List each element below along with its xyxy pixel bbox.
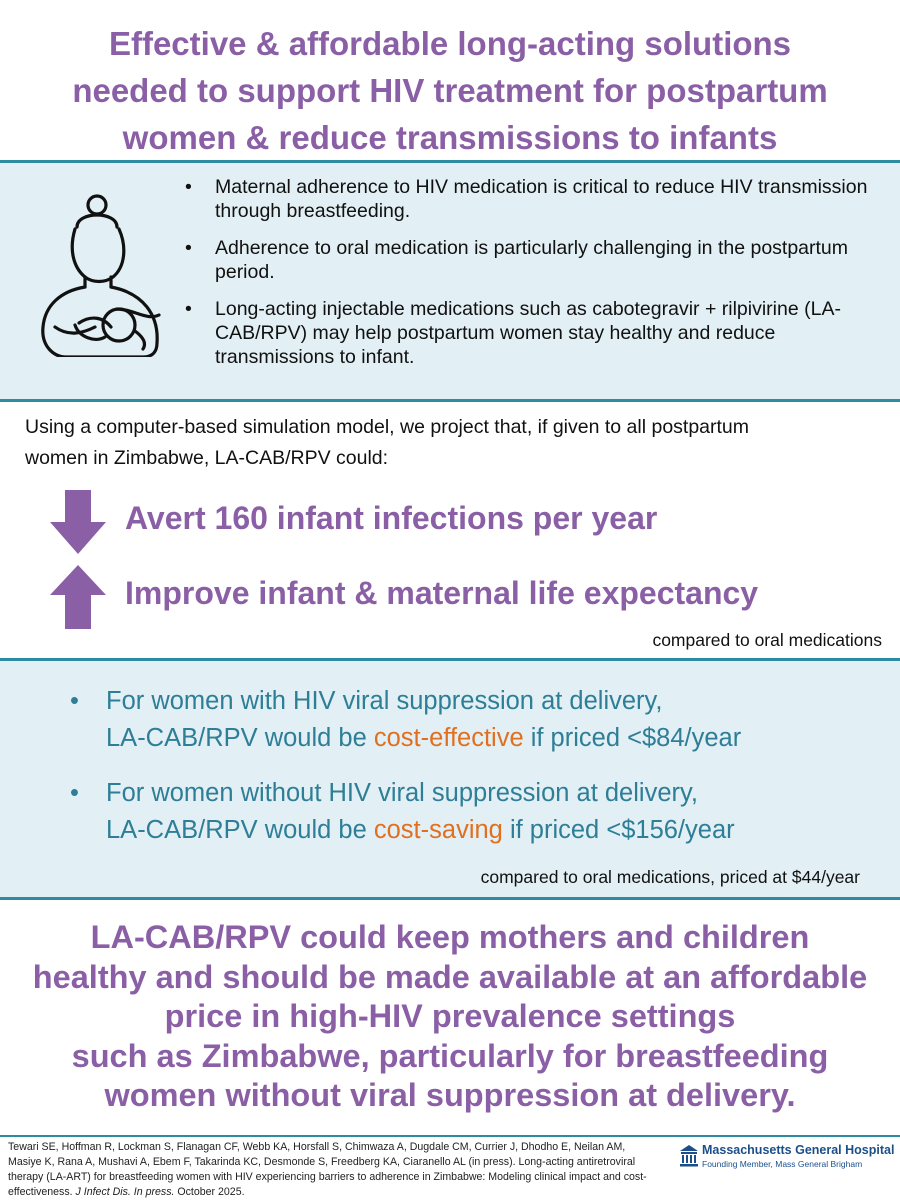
intro-line: women in Zimbabwe, LA-CAB/RPV could: — [25, 447, 389, 469]
title-line: needed to support HIV treatment for post… — [72, 72, 828, 109]
bullet-point: • — [185, 237, 192, 259]
stat-improve-life-expectancy: Improve infant & maternal life expectanc… — [50, 565, 890, 635]
title-line: Effective & affordable long-acting solut… — [108, 25, 792, 62]
background-section: • Maternal adherence to HIV medication i… — [0, 160, 900, 402]
citation-text: Tewari SE, Hoffman R, Lockman S, Flanaga… — [8, 1141, 647, 1198]
list-item: • For women with HIV viral suppression a… — [70, 683, 880, 757]
bullet-point: • — [185, 298, 192, 320]
comparison-note: compared to oral medications — [652, 630, 882, 650]
title-line: women & reduce transmissions to infants — [122, 119, 778, 156]
breastfeeding-mother-icon — [41, 194, 161, 357]
conclusion-line: such as Zimbabwe, particularly for breas… — [71, 1037, 829, 1074]
list-item: • Adherence to oral medication is partic… — [185, 236, 885, 284]
stat-avert-infections: Avert 160 infant infections per year — [50, 490, 890, 560]
down-arrow-icon — [50, 490, 106, 554]
cost-list: • For women with HIV viral suppression a… — [70, 683, 880, 867]
org-subtitle: Founding Member, Mass General Brigham — [702, 1159, 863, 1169]
bullet-text: Adherence to oral medication is particul… — [215, 237, 849, 283]
cost-line: For women with HIV viral suppression at … — [106, 687, 663, 715]
up-arrow-icon — [50, 565, 106, 629]
list-item: • Long-acting injectable medications suc… — [185, 297, 885, 369]
bullet-text: Long-acting injectable medications such … — [215, 298, 841, 368]
cost-effective-highlight: cost-effective — [373, 724, 524, 752]
citation-date: October 2025. — [174, 1186, 245, 1198]
conclusion-line: price in high-HIV prevalence settings — [164, 998, 736, 1034]
conclusion-line: LA-CAB/RPV could keep mothers and childr… — [90, 919, 810, 955]
conclusion: LA-CAB/RPV could keep mothers and childr… — [0, 918, 900, 1116]
cost-line: LA-CAB/RPV would be cost-saving if price… — [106, 812, 880, 849]
citation-journal: J Infect Dis. In press. — [75, 1186, 175, 1198]
cost-text: if priced <$84/year — [523, 724, 742, 752]
cost-text: if priced <$156/year — [502, 816, 735, 844]
intro-line: Using a computer-based simulation model,… — [25, 416, 750, 438]
bullet-point: • — [70, 687, 79, 715]
list-item: • For women without HIV viral suppressio… — [70, 775, 880, 849]
footer-divider — [0, 1135, 900, 1137]
cost-section: • For women with HIV viral suppression a… — [0, 658, 900, 900]
cost-saving-highlight: cost-saving — [373, 816, 503, 844]
mgh-logo: Massachusetts General Hospital Founding … — [680, 1143, 895, 1173]
stat-text: Improve infant & maternal life expectanc… — [125, 575, 759, 611]
conclusion-line: healthy and should be made available at … — [32, 958, 868, 995]
page-title: Effective & affordable long-acting solut… — [0, 20, 900, 161]
bullet-text: Maternal adherence to HIV medication is … — [215, 176, 868, 222]
bullet-point: • — [185, 176, 192, 198]
model-intro: Using a computer-based simulation model,… — [25, 412, 885, 474]
list-item: • Maternal adherence to HIV medication i… — [185, 175, 885, 223]
cost-line: For women without HIV viral suppression … — [106, 779, 698, 807]
cost-line: LA-CAB/RPV would be cost-effective if pr… — [106, 720, 880, 757]
hospital-building-icon — [680, 1145, 698, 1167]
citation: Tewari SE, Hoffman R, Lockman S, Flanaga… — [8, 1140, 648, 1200]
bullet-point: • — [70, 779, 79, 807]
cost-text: LA-CAB/RPV would be — [106, 816, 374, 844]
price-comparison-note: compared to oral medications, priced at … — [480, 867, 860, 887]
org-name: Massachusetts General Hospital — [702, 1143, 895, 1157]
cost-text: LA-CAB/RPV would be — [106, 724, 374, 752]
conclusion-line: women without viral suppression at deliv… — [104, 1077, 796, 1113]
stat-text: Avert 160 infant infections per year — [125, 500, 658, 536]
background-list: • Maternal adherence to HIV medication i… — [185, 175, 885, 382]
